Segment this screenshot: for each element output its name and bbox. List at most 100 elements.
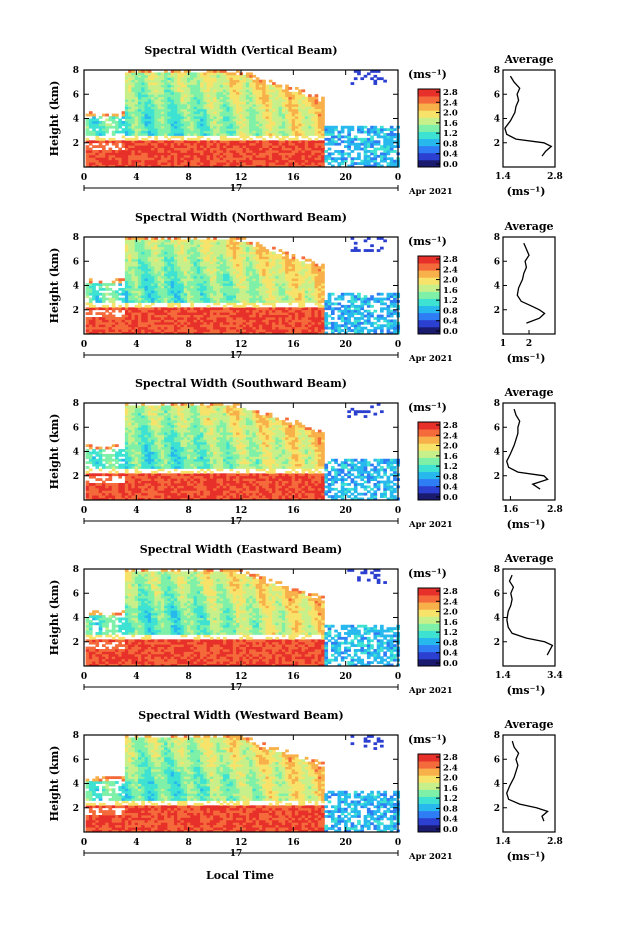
- heatmap-cell: [245, 283, 250, 286]
- heatmap-cell: [298, 116, 302, 119]
- heatmap-cell: [219, 106, 224, 110]
- heatmap-cell: [281, 331, 286, 335]
- heatmap-cell: [249, 89, 253, 93]
- heatmap-cell: [389, 150, 394, 153]
- heatmap-cell: [147, 297, 152, 301]
- heatmap-cell: [111, 164, 116, 168]
- heatmap-cell: [111, 116, 116, 119]
- heatmap-cell: [216, 77, 221, 81]
- heatmap-cell: [137, 239, 142, 243]
- heatmap-cell: [137, 266, 142, 269]
- heatmap-cell: [301, 147, 306, 151]
- heatmap-cell: [128, 79, 132, 83]
- heatmap-cell: [265, 280, 270, 284]
- heatmap-cell: [285, 256, 289, 260]
- heatmap-cell: [389, 128, 394, 132]
- heatmap-cell: [177, 145, 181, 148]
- heatmap-cell: [216, 297, 221, 301]
- heatmap-cell: [108, 321, 113, 325]
- heatmap-cell: [285, 152, 289, 156]
- heatmap-cell: [131, 307, 136, 311]
- heatmap-cell: [304, 275, 309, 279]
- heatmap-cell: [147, 120, 152, 124]
- heatmap-cell: [164, 91, 168, 95]
- heatmap-cell: [262, 295, 266, 299]
- heatmap-cell: [226, 82, 230, 85]
- heatmap-cell: [167, 79, 172, 83]
- heatmap-cell: [262, 152, 266, 156]
- heatmap-cell: [147, 118, 152, 122]
- heatmap-cell: [141, 241, 145, 245]
- heatmap-cell: [151, 79, 155, 83]
- heatmap-cell: [242, 74, 247, 78]
- heatmap-cell: [124, 142, 129, 146]
- heatmap-cell: [187, 273, 191, 277]
- colorbar-swatch: [418, 159, 440, 168]
- heatmap-cell: [173, 312, 178, 315]
- heatmap-cell: [376, 135, 381, 139]
- heatmap-cell: [281, 321, 286, 325]
- heatmap-cell: [144, 292, 149, 296]
- heatmap-cell: [239, 77, 244, 81]
- heatmap-cell: [301, 116, 306, 119]
- heatmap-cell: [196, 331, 201, 335]
- heatmap-cell: [288, 258, 293, 262]
- heatmap-cell: [131, 106, 136, 110]
- heatmap-cell: [380, 135, 384, 139]
- heatmap-cell: [213, 70, 217, 73]
- heatmap-cell: [173, 246, 178, 250]
- heatmap-cell: [373, 164, 378, 168]
- heatmap-cell: [232, 133, 237, 136]
- heatmap-cell: [294, 96, 299, 100]
- heatmap-cell: [219, 70, 224, 73]
- heatmap-cell: [317, 142, 322, 146]
- heatmap-cell: [111, 118, 116, 122]
- heatmap-cell: [154, 82, 158, 85]
- heatmap-cell: [115, 295, 119, 299]
- heatmap-cell: [321, 118, 325, 122]
- heatmap-cell: [236, 147, 240, 151]
- heatmap-cell: [242, 164, 247, 168]
- heatmap-cell: [128, 130, 132, 134]
- heatmap-cell: [88, 125, 93, 129]
- heatmap-cell: [347, 154, 351, 158]
- heatmap-cell: [268, 123, 273, 127]
- heatmap-cell: [144, 256, 149, 260]
- heatmap-cell: [154, 106, 158, 110]
- heatmap-cell: [193, 268, 198, 272]
- heatmap-cell: [301, 268, 306, 272]
- heatmap-cell: [167, 77, 172, 81]
- heatmap-cell: [187, 120, 191, 124]
- heatmap-cell: [124, 309, 129, 313]
- heatmap-cell: [151, 256, 155, 260]
- heatmap-cell: [147, 324, 152, 328]
- heatmap-cell: [294, 135, 299, 139]
- heatmap-cell: [137, 140, 142, 144]
- heatmap-cell: [134, 123, 139, 127]
- heatmap-cell: [134, 101, 139, 105]
- heatmap-cell: [373, 140, 378, 144]
- heatmap-cell: [88, 307, 93, 311]
- heatmap-cell: [229, 86, 234, 90]
- heatmap-cell: [245, 159, 250, 163]
- heatmap-cell: [285, 120, 289, 124]
- heatmap-cell: [177, 70, 181, 73]
- heatmap-cell: [209, 321, 214, 325]
- heatmap-cell: [298, 103, 302, 107]
- heatmap-cell: [383, 133, 387, 136]
- heatmap-cell: [226, 79, 230, 83]
- heatmap-cell: [151, 103, 155, 107]
- heatmap-cell: [131, 101, 136, 105]
- heatmap-cell: [180, 314, 185, 318]
- heatmap-cell: [124, 329, 129, 332]
- heatmap-cell: [288, 108, 293, 112]
- heatmap-cell: [85, 287, 90, 291]
- heatmap-cell: [229, 324, 234, 328]
- heatmap-cell: [141, 275, 145, 279]
- colorbar-swatch: [418, 103, 440, 111]
- heatmap-cell: [131, 74, 136, 78]
- heatmap-cell: [255, 312, 260, 315]
- heatmap-cell: [223, 89, 227, 93]
- heatmap-cell: [249, 142, 253, 146]
- heatmap-cell: [262, 266, 266, 269]
